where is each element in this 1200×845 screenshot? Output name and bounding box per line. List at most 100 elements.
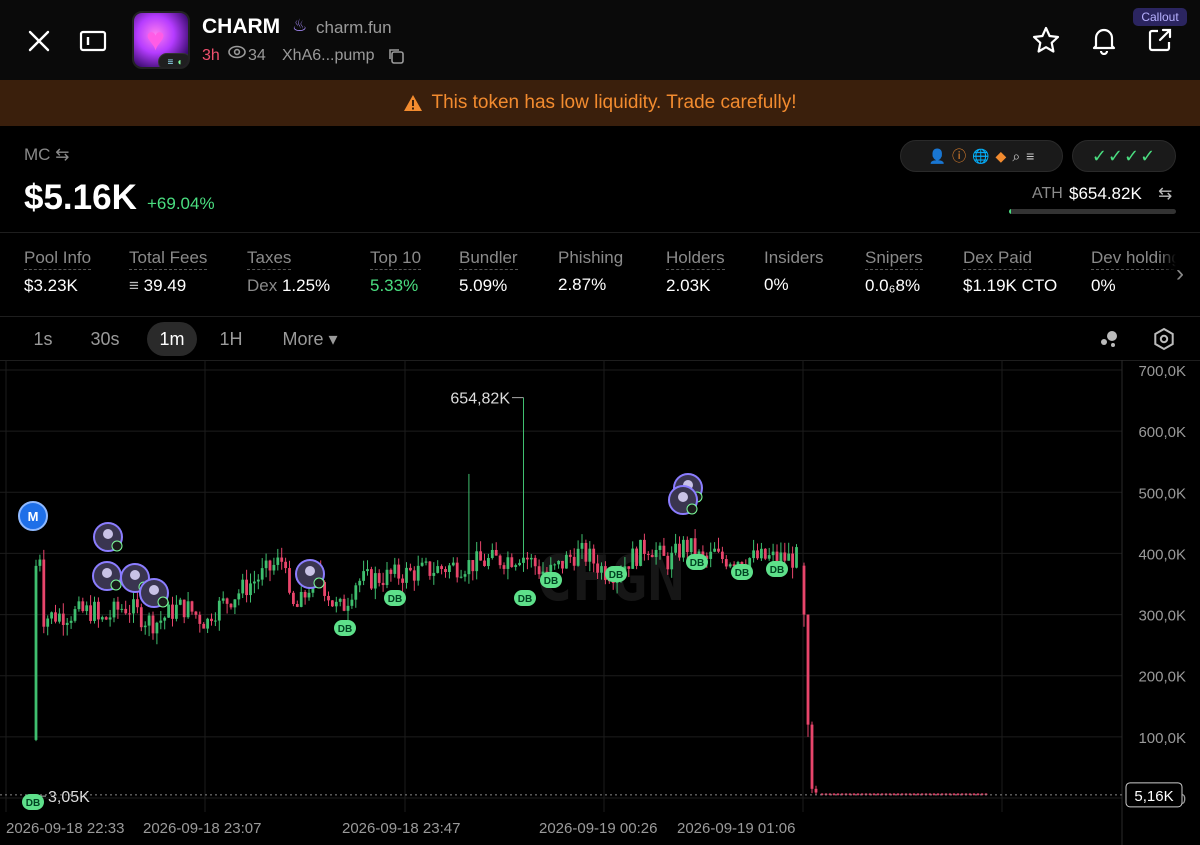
- candle-body: [350, 599, 354, 606]
- stat-holders[interactable]: Holders 2.03K: [666, 248, 725, 296]
- alert-icon[interactable]: ⓘ: [952, 148, 967, 164]
- alert-button[interactable]: [1086, 22, 1122, 58]
- candle-body: [980, 793, 984, 795]
- candle-body: [561, 560, 564, 569]
- candle-body: [896, 793, 900, 795]
- price-chart[interactable]: 700,0K 600,0K 500,0K 400,0K 300,0K 200,0K 100,…: [0, 360, 1200, 845]
- indicators-button[interactable]: [1094, 324, 1124, 354]
- sidebar-toggle-button[interactable]: [76, 24, 110, 58]
- ath-label: ATH: [1032, 185, 1063, 202]
- stat-top10[interactable]: Top 10 5.33%: [370, 248, 422, 296]
- search-icon[interactable]: ⌕: [1012, 147, 1021, 164]
- stat-phishing[interactable]: Phishing 2.87%: [558, 248, 623, 295]
- candle-body: [537, 566, 541, 575]
- candle-body: [299, 591, 303, 607]
- user-icon[interactable]: 👤: [928, 147, 947, 164]
- candle-body: [576, 548, 580, 566]
- timeframe-more[interactable]: More ▾: [282, 329, 338, 349]
- timeframe-1m[interactable]: 1m: [147, 322, 197, 356]
- stat-pool-info[interactable]: Pool Info $3.23K: [24, 248, 92, 296]
- candle-body: [292, 592, 295, 605]
- timeframe-30s[interactable]: 30s: [90, 329, 120, 349]
- candle-body: [362, 571, 365, 581]
- candle-body: [487, 557, 490, 567]
- candle-body: [120, 608, 124, 610]
- candle-body: [940, 793, 944, 795]
- callout-badge[interactable]: Callout: [1133, 8, 1187, 26]
- stat-label: Pool Info: [24, 248, 92, 270]
- candle-body: [952, 793, 956, 795]
- token-links-pill[interactable]: 👤 ⓘ 🌐 ◆ ⌕ ≡: [900, 140, 1063, 172]
- stat-value: 2.87%: [558, 275, 607, 294]
- dev-buy-marker: [540, 572, 562, 588]
- stat-bundler[interactable]: Bundler 5.09%: [459, 248, 518, 296]
- audit-checks[interactable]: ✓✓✓✓: [1072, 140, 1176, 172]
- candle-body: [34, 565, 38, 740]
- candle-body: [467, 560, 471, 575]
- ath-progress-bar: [1009, 209, 1176, 214]
- solana-icon[interactable]: ≡: [1026, 148, 1035, 164]
- dev-buy-marker: [605, 566, 627, 582]
- swap-icon[interactable]: ⇆: [1158, 184, 1173, 203]
- share-button[interactable]: [1142, 22, 1178, 58]
- candle-body: [529, 557, 533, 560]
- candle-body: [108, 617, 112, 620]
- timeframe-1s[interactable]: 1s: [33, 329, 53, 349]
- candle-body: [678, 543, 681, 558]
- stat-snipers[interactable]: Snipers 0.0₆8%: [865, 248, 923, 296]
- bubbles-icon: [1101, 331, 1117, 347]
- market-cap-change: +69.04%: [147, 194, 215, 213]
- header: ♥ ≡ ◖ CHARM ♨ charm.fun 3h 34 XhA6...pum…: [0, 0, 1200, 80]
- candle-body: [584, 542, 588, 562]
- candle-body: [670, 552, 674, 570]
- candle-body: [253, 581, 256, 584]
- candle-body: [112, 601, 116, 618]
- trader-avatar-badge: [157, 596, 169, 608]
- x-axis-tick-label: 2026-09-18 22:33: [6, 820, 124, 837]
- fox-icon[interactable]: ◆: [995, 147, 1007, 164]
- copy-address-button[interactable]: [386, 46, 406, 66]
- dev-buy-marker-label: DB: [690, 558, 704, 569]
- candle-body: [73, 609, 77, 621]
- candle-body: [611, 581, 615, 583]
- dev-buy-marker-label: DB: [609, 570, 623, 581]
- candle-body: [100, 617, 104, 620]
- token-avatar[interactable]: ♥ ≡ ◖: [132, 11, 190, 69]
- candle-body: [844, 793, 848, 795]
- candle-body: [167, 604, 170, 618]
- candle-body: [868, 793, 872, 795]
- candle-body: [565, 554, 568, 569]
- chart-settings-button[interactable]: [1149, 324, 1179, 354]
- candle-body: [748, 558, 752, 568]
- candle-body: [483, 560, 486, 567]
- candle-body: [237, 593, 241, 600]
- stat-total-fees[interactable]: Total Fees ≡ 39.49: [129, 248, 208, 296]
- candle-body: [549, 564, 553, 572]
- candle-body: [709, 551, 713, 559]
- market-cap-label[interactable]: MC ⇆: [24, 145, 70, 164]
- favorite-button[interactable]: [1028, 22, 1064, 58]
- globe-icon[interactable]: 🌐: [972, 147, 990, 164]
- stats-scroll-right-button[interactable]: ›: [1160, 236, 1200, 312]
- candle-body: [820, 793, 824, 795]
- pill-icon: ◖: [176, 56, 183, 68]
- stat-insiders[interactable]: Insiders 0%: [764, 248, 824, 295]
- candle-body: [639, 539, 642, 566]
- stat-label: Total Fees: [129, 248, 208, 270]
- contract-address[interactable]: XhA6...pump: [282, 47, 375, 64]
- trader-avatar-badge: [111, 540, 123, 552]
- stat-dex-paid[interactable]: Dex Paid $1.19K CTO: [963, 248, 1057, 296]
- stat-taxes[interactable]: Taxes Dex 1.25%: [247, 248, 330, 296]
- candle-body: [276, 557, 280, 565]
- candle-body: [763, 548, 767, 559]
- launchpad-link[interactable]: charm.fun: [316, 18, 392, 37]
- candle-body: [514, 565, 518, 567]
- candle-body: [912, 793, 916, 795]
- candle-body: [288, 568, 291, 593]
- timeframe-1h[interactable]: 1H: [219, 329, 243, 349]
- migration-marker-label: M: [28, 509, 39, 524]
- close-button[interactable]: [22, 24, 56, 58]
- candle-body: [225, 598, 229, 604]
- candle-body: [518, 562, 521, 566]
- trader-avatar-head: [149, 585, 159, 595]
